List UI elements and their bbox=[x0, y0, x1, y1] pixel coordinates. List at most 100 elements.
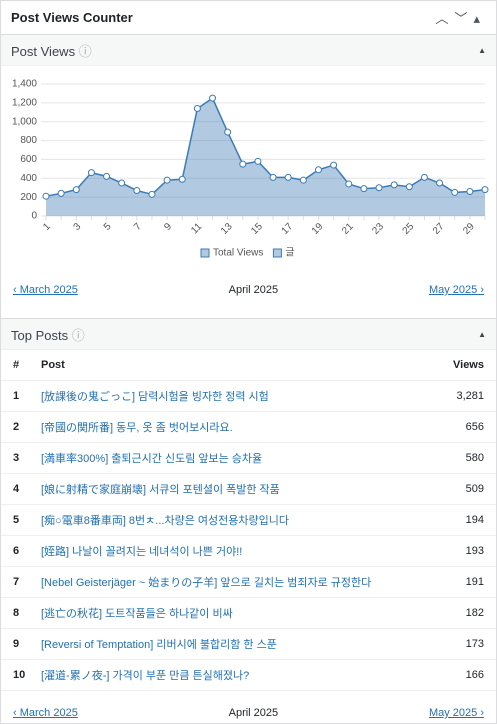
point bbox=[118, 179, 126, 187]
post-title[interactable]: [姪路] 나날이 꼴려지는 네녀석이 나쁜 거야!! bbox=[41, 535, 433, 567]
post-title[interactable]: [帝國の関所番] 동무, 옷 좀 벗어보시라요. bbox=[41, 411, 433, 443]
point bbox=[314, 166, 322, 174]
point bbox=[299, 176, 307, 184]
area bbox=[46, 98, 485, 216]
x-tick-label: 19 bbox=[310, 221, 326, 237]
point bbox=[133, 187, 141, 195]
section-header: Post Views ⓘ ▲ bbox=[1, 35, 496, 66]
post-title[interactable]: [痴○電車8番車両] 8번ㅊ...차량은 여성전용차량입니다 bbox=[41, 504, 433, 536]
x-tick-label: 5 bbox=[102, 221, 114, 233]
section-title: Post Views bbox=[11, 43, 76, 59]
rank: 6 bbox=[1, 535, 41, 567]
views: 194 bbox=[433, 504, 496, 536]
section-title: Top Posts bbox=[11, 327, 69, 343]
current-month: April 2025 bbox=[228, 284, 279, 296]
point bbox=[390, 181, 398, 189]
point bbox=[42, 192, 50, 200]
post-row: 3 [満車率300%] 출퇴근시간 신도림 앞보는 승차율 580 bbox=[1, 442, 496, 474]
point bbox=[239, 160, 247, 168]
prev-link[interactable]: ‹ March 2025 bbox=[13, 707, 78, 719]
views: 193 bbox=[433, 535, 496, 567]
x-tick-label: 15 bbox=[249, 221, 265, 237]
post-title[interactable]: [濯道-累ノ夜-] 가격이 부푼 만큼 튼실해졌나? bbox=[41, 659, 433, 691]
legend-swatch bbox=[272, 248, 282, 258]
y-tick-label: 200 bbox=[20, 192, 37, 203]
rank: 1 bbox=[1, 380, 41, 412]
rank: 9 bbox=[1, 628, 41, 660]
point bbox=[72, 186, 80, 194]
rank: 10 bbox=[1, 659, 41, 691]
post-title[interactable]: [Nebel Geisterjäger ~ 始まりの子羊] 앞으로 길치는 범죄… bbox=[41, 566, 433, 598]
views: 656 bbox=[433, 411, 496, 443]
post-row: 2 [帝國の関所番] 동무, 옷 좀 벗어보시라요. 656 bbox=[1, 411, 496, 443]
post-row: 8 [逃亡の秋花] 도트작품들은 하나같이 비싸 182 bbox=[1, 597, 496, 629]
x-tick-label: 17 bbox=[280, 221, 296, 237]
prev-link[interactable]: ‹ March 2025 bbox=[13, 284, 78, 296]
y-tick-label: 1,400 bbox=[12, 79, 37, 90]
point bbox=[193, 105, 201, 113]
post-row: 9 [Reversi of Temptation] 리버시에 불합리함 한 스푼 1… bbox=[1, 628, 496, 660]
x-tick-label: 11 bbox=[189, 221, 204, 236]
post-title[interactable]: [娘に射精で家庭崩壊] 서큐의 포텐셜이 폭발한 작품 bbox=[41, 473, 433, 505]
point bbox=[360, 185, 368, 193]
x-tick-label: 27 bbox=[431, 221, 447, 237]
point bbox=[224, 128, 232, 136]
point bbox=[148, 190, 156, 198]
post-row: 10 [濯道-累ノ夜-] 가격이 부푼 만큼 튼실해졌나? 166 bbox=[1, 659, 496, 691]
rank: 5 bbox=[1, 504, 41, 536]
post-row: 7 [Nebel Geisterjäger ~ 始まりの子羊] 앞으로 길치는 범… bbox=[1, 566, 496, 598]
widget-header: Post Views Counter ︿﹀▴ bbox=[1, 1, 496, 35]
point bbox=[103, 172, 111, 180]
point bbox=[87, 169, 95, 177]
point bbox=[466, 187, 474, 195]
views: 509 bbox=[433, 473, 496, 505]
post-row: 1 [放課後の鬼ごっこ] 담력시험을 빙자한 정력 시험 3,281 bbox=[1, 380, 496, 412]
x-tick-label: 29 bbox=[461, 221, 477, 237]
point bbox=[345, 180, 353, 188]
y-tick-label: 0 bbox=[31, 211, 37, 222]
next-link[interactable]: May 2025 › bbox=[428, 707, 484, 719]
post-row: 4 [娘に射精で家庭崩壊] 서큐의 포텐셜이 폭발한 작품 509 bbox=[1, 473, 496, 505]
point bbox=[209, 94, 217, 102]
rank: 7 bbox=[1, 566, 41, 598]
widget-title: Post Views Counter bbox=[11, 10, 133, 25]
x-tick-label: 9 bbox=[162, 221, 174, 233]
point bbox=[284, 173, 292, 181]
legend-swatch bbox=[200, 248, 210, 258]
point bbox=[330, 161, 338, 169]
point bbox=[178, 175, 186, 183]
post-title[interactable]: [逃亡の秋花] 도트작품들은 하나같이 비싸 bbox=[41, 597, 433, 629]
x-tick-label: 3 bbox=[72, 221, 84, 233]
point bbox=[57, 189, 65, 197]
col-header: # bbox=[1, 350, 41, 381]
post-title[interactable]: [満車率300%] 출퇴근시간 신도림 앞보는 승차율 bbox=[41, 442, 433, 474]
views: 3,281 bbox=[433, 380, 496, 412]
legend-label: Total Views bbox=[213, 248, 263, 259]
x-tick-label: 21 bbox=[340, 221, 356, 237]
post-title[interactable]: [放課後の鬼ごっこ] 담력시험을 빙자한 정력 시험 bbox=[41, 380, 433, 412]
post-title[interactable]: [Reversi of Temptation] 리버시에 불합리함 한 스푼 bbox=[41, 628, 433, 660]
header-controls[interactable]: ︿﹀▴ bbox=[435, 11, 486, 26]
next-link[interactable]: May 2025 › bbox=[428, 284, 484, 296]
views: 182 bbox=[433, 597, 496, 629]
x-tick-label: 25 bbox=[401, 221, 417, 237]
section-header: Top Posts ⓘ ▲ bbox=[1, 318, 496, 350]
point bbox=[269, 173, 277, 181]
rank: 8 bbox=[1, 597, 41, 629]
point bbox=[163, 176, 171, 184]
point bbox=[405, 183, 413, 191]
post-row: 6 [姪路] 나날이 꼴려지는 네녀석이 나쁜 거야!! 193 bbox=[1, 535, 496, 567]
current-month: April 2025 bbox=[228, 707, 279, 719]
y-tick-label: 400 bbox=[20, 173, 37, 184]
legend-label: 글 bbox=[285, 247, 294, 259]
x-tick-label: 23 bbox=[370, 221, 386, 237]
col-header: Views bbox=[433, 350, 496, 381]
y-tick-label: 800 bbox=[20, 135, 37, 146]
point bbox=[420, 173, 428, 181]
point bbox=[254, 157, 262, 165]
month-nav: ‹ March 2025 April 2025 May 2025 › bbox=[1, 275, 496, 305]
views: 173 bbox=[433, 628, 496, 660]
post-row: 5 [痴○電車8番車両] 8번ㅊ...차량은 여성전용차량입니다 194 bbox=[1, 504, 496, 536]
